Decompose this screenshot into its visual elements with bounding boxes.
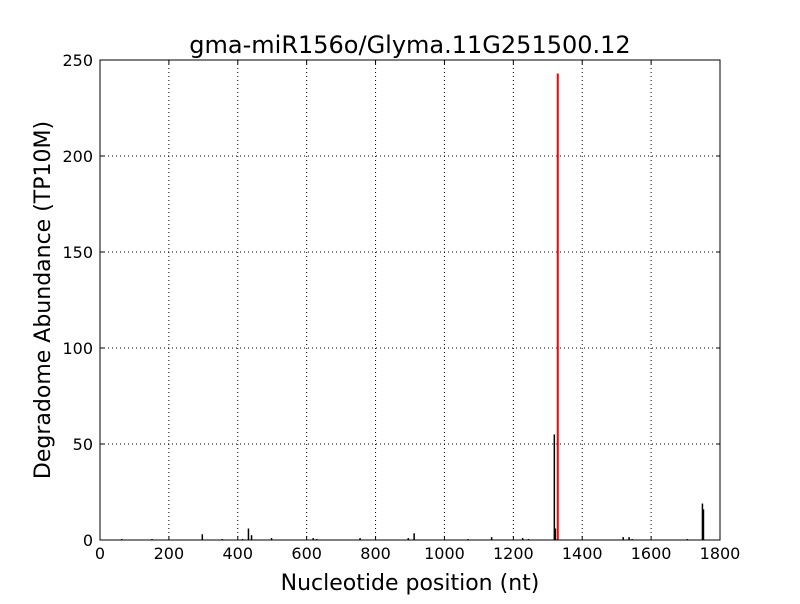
y-tick-label: 150 <box>62 243 93 262</box>
bars <box>120 73 705 540</box>
y-tick-label: 0 <box>83 531 93 550</box>
x-axis-label: Nucleotide position (nt) <box>281 571 540 596</box>
y-tick-label: 200 <box>62 147 93 166</box>
x-tick-label: 800 <box>360 544 391 563</box>
chart-title: gma-miR156o/Glyma.11G251500.12 <box>189 31 630 59</box>
y-tick-label: 50 <box>73 435 93 454</box>
grid <box>100 60 720 540</box>
x-tick-label: 1800 <box>700 544 741 563</box>
x-tick-label: 1200 <box>493 544 534 563</box>
x-tick-label: 400 <box>223 544 254 563</box>
plot-frame <box>99 59 721 541</box>
x-tick-label: 1400 <box>562 544 603 563</box>
x-tick-label: 600 <box>291 544 322 563</box>
y-tick-label: 100 <box>62 339 93 358</box>
y-tick-label: 250 <box>62 51 93 70</box>
x-tick-label: 200 <box>154 544 185 563</box>
x-tick-label: 1600 <box>631 544 672 563</box>
x-tick-label: 0 <box>95 544 105 563</box>
y-axis-label: Degradome Abundance (TP10M) <box>31 121 56 479</box>
ticks: 0 200 400 600 800 1000 1200 1400 1600 1800 0 50 100 1… <box>62 51 740 563</box>
x-tick-label: 1000 <box>424 544 465 563</box>
